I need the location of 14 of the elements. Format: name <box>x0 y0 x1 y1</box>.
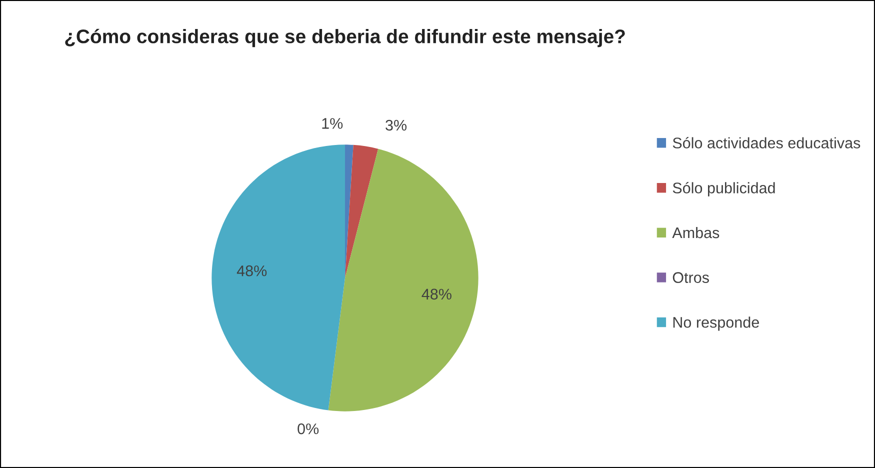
chart-title: ¿Cómo consideras que se deberia de difundir este mensaje? <box>65 28 625 48</box>
data-label: 48% <box>422 288 452 300</box>
text: 0% <box>298 423 319 434</box>
legend-label: Sólo publicidad <box>672 182 775 196</box>
legend-label: Sólo actividades educativas <box>672 137 860 148</box>
legend-label: No responde <box>673 316 759 331</box>
pie-slice <box>328 148 478 412</box>
data-label: 48% <box>236 265 267 276</box>
data-label: 1% <box>322 118 343 129</box>
legend-label: Otros <box>672 272 709 283</box>
pie-slice <box>345 144 378 278</box>
pie-slice <box>212 144 345 410</box>
data-label: 3% <box>386 120 407 131</box>
legend-label: Ambas <box>672 226 720 238</box>
